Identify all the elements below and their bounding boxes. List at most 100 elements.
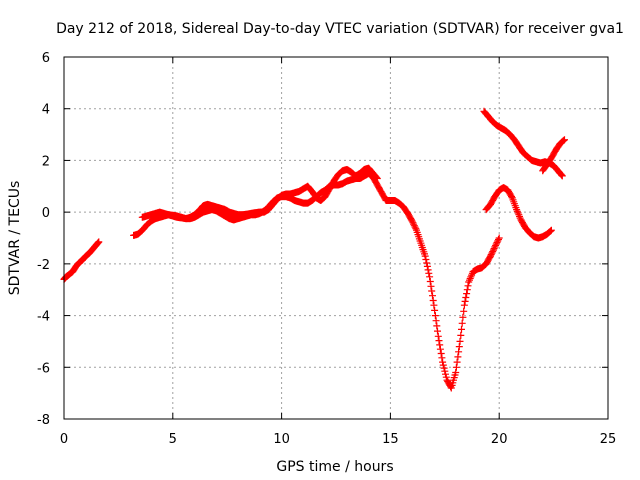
y-tick-label: 4 [42, 103, 50, 118]
y-tick-label: -4 [37, 310, 50, 325]
data-point [95, 238, 103, 246]
data-point [461, 297, 469, 305]
tick-layer: 0 5 10 15 20 25 -8 -6 -4 -2 0 2 4 6 [37, 51, 616, 447]
y-tick-label: 6 [42, 51, 50, 66]
data-point [421, 252, 429, 260]
data-point [423, 259, 431, 267]
data-series [480, 107, 566, 180]
data-point [423, 262, 431, 270]
data-point [492, 242, 500, 249]
data-point [412, 225, 420, 233]
x-axis-label: GPS time / hours [276, 459, 393, 475]
y-axis-label: SDTVAR / TECUs [7, 181, 23, 296]
plot-frame [63, 56, 609, 420]
data-point [514, 209, 522, 217]
data-point [436, 341, 444, 349]
data-point [373, 175, 381, 182]
data-point [489, 248, 497, 256]
data-point [558, 172, 566, 180]
data-point [560, 136, 568, 144]
data-point [508, 193, 515, 201]
data-point [410, 220, 418, 228]
x-tick-label: 5 [169, 432, 177, 447]
data-point [439, 361, 447, 369]
data-point [409, 219, 417, 227]
data-point [464, 282, 472, 290]
data-point [438, 354, 446, 362]
data-point [410, 222, 418, 230]
data-point [453, 358, 461, 366]
data-point [463, 286, 471, 294]
data-point [561, 136, 568, 144]
data-point [492, 240, 500, 248]
chart-title: Day 212 of 2018, Sidereal Day-to-day VTE… [56, 21, 624, 37]
data-point [458, 325, 465, 333]
data-point [429, 297, 437, 304]
data-point [493, 239, 501, 246]
data-point [454, 353, 462, 361]
data-point [434, 327, 441, 335]
data-point [489, 246, 497, 254]
data-series [138, 164, 381, 223]
data-point [491, 243, 499, 251]
data-point [466, 275, 474, 282]
data-point [462, 294, 470, 301]
data-point [495, 236, 502, 243]
data-point [494, 237, 502, 245]
data-point [430, 301, 438, 309]
data-point [490, 245, 498, 253]
data-point [558, 171, 566, 179]
data-point [467, 273, 475, 281]
data-point [427, 282, 435, 290]
data-point [435, 337, 443, 345]
data-point [431, 306, 439, 314]
data-point [442, 373, 450, 381]
data-point [455, 348, 463, 356]
data-point [457, 331, 465, 339]
data-point [439, 358, 447, 366]
data-point [452, 369, 460, 376]
x-tick-label: 15 [382, 432, 399, 447]
data-point [455, 343, 463, 351]
data-layer [60, 107, 568, 392]
data-point [458, 319, 466, 327]
data-point [424, 266, 432, 274]
data-point [456, 337, 464, 345]
x-tick-label: 10 [273, 432, 290, 447]
data-point [437, 350, 445, 357]
y-tick-label: -6 [37, 361, 50, 376]
data-point [547, 227, 555, 235]
y-tick-label: 2 [42, 154, 50, 169]
data-series [130, 169, 503, 392]
data-point [463, 290, 471, 298]
x-tick-label: 25 [600, 432, 617, 447]
data-series [60, 238, 103, 283]
data-point [433, 322, 441, 330]
data-point [441, 367, 449, 375]
y-tick-label: -2 [37, 258, 50, 273]
data-point [432, 317, 440, 325]
data-point [372, 173, 380, 181]
data-series [482, 184, 555, 242]
data-point [373, 174, 381, 182]
data-point [440, 364, 448, 372]
data-point [94, 239, 102, 247]
data-point [557, 170, 565, 178]
data-point [513, 207, 521, 215]
data-point [516, 214, 524, 222]
data-point [442, 370, 449, 378]
y-tick-label: -8 [37, 413, 50, 428]
data-point [429, 292, 436, 300]
data-point [422, 256, 430, 263]
grid-layer [64, 57, 608, 419]
data-point [426, 273, 434, 281]
data-point [436, 345, 444, 353]
data-point [460, 301, 468, 309]
y-tick-label: 0 [42, 206, 50, 221]
data-point [447, 383, 455, 391]
data-point [547, 226, 555, 234]
x-tick-label: 0 [60, 432, 68, 447]
data-series [539, 136, 568, 175]
